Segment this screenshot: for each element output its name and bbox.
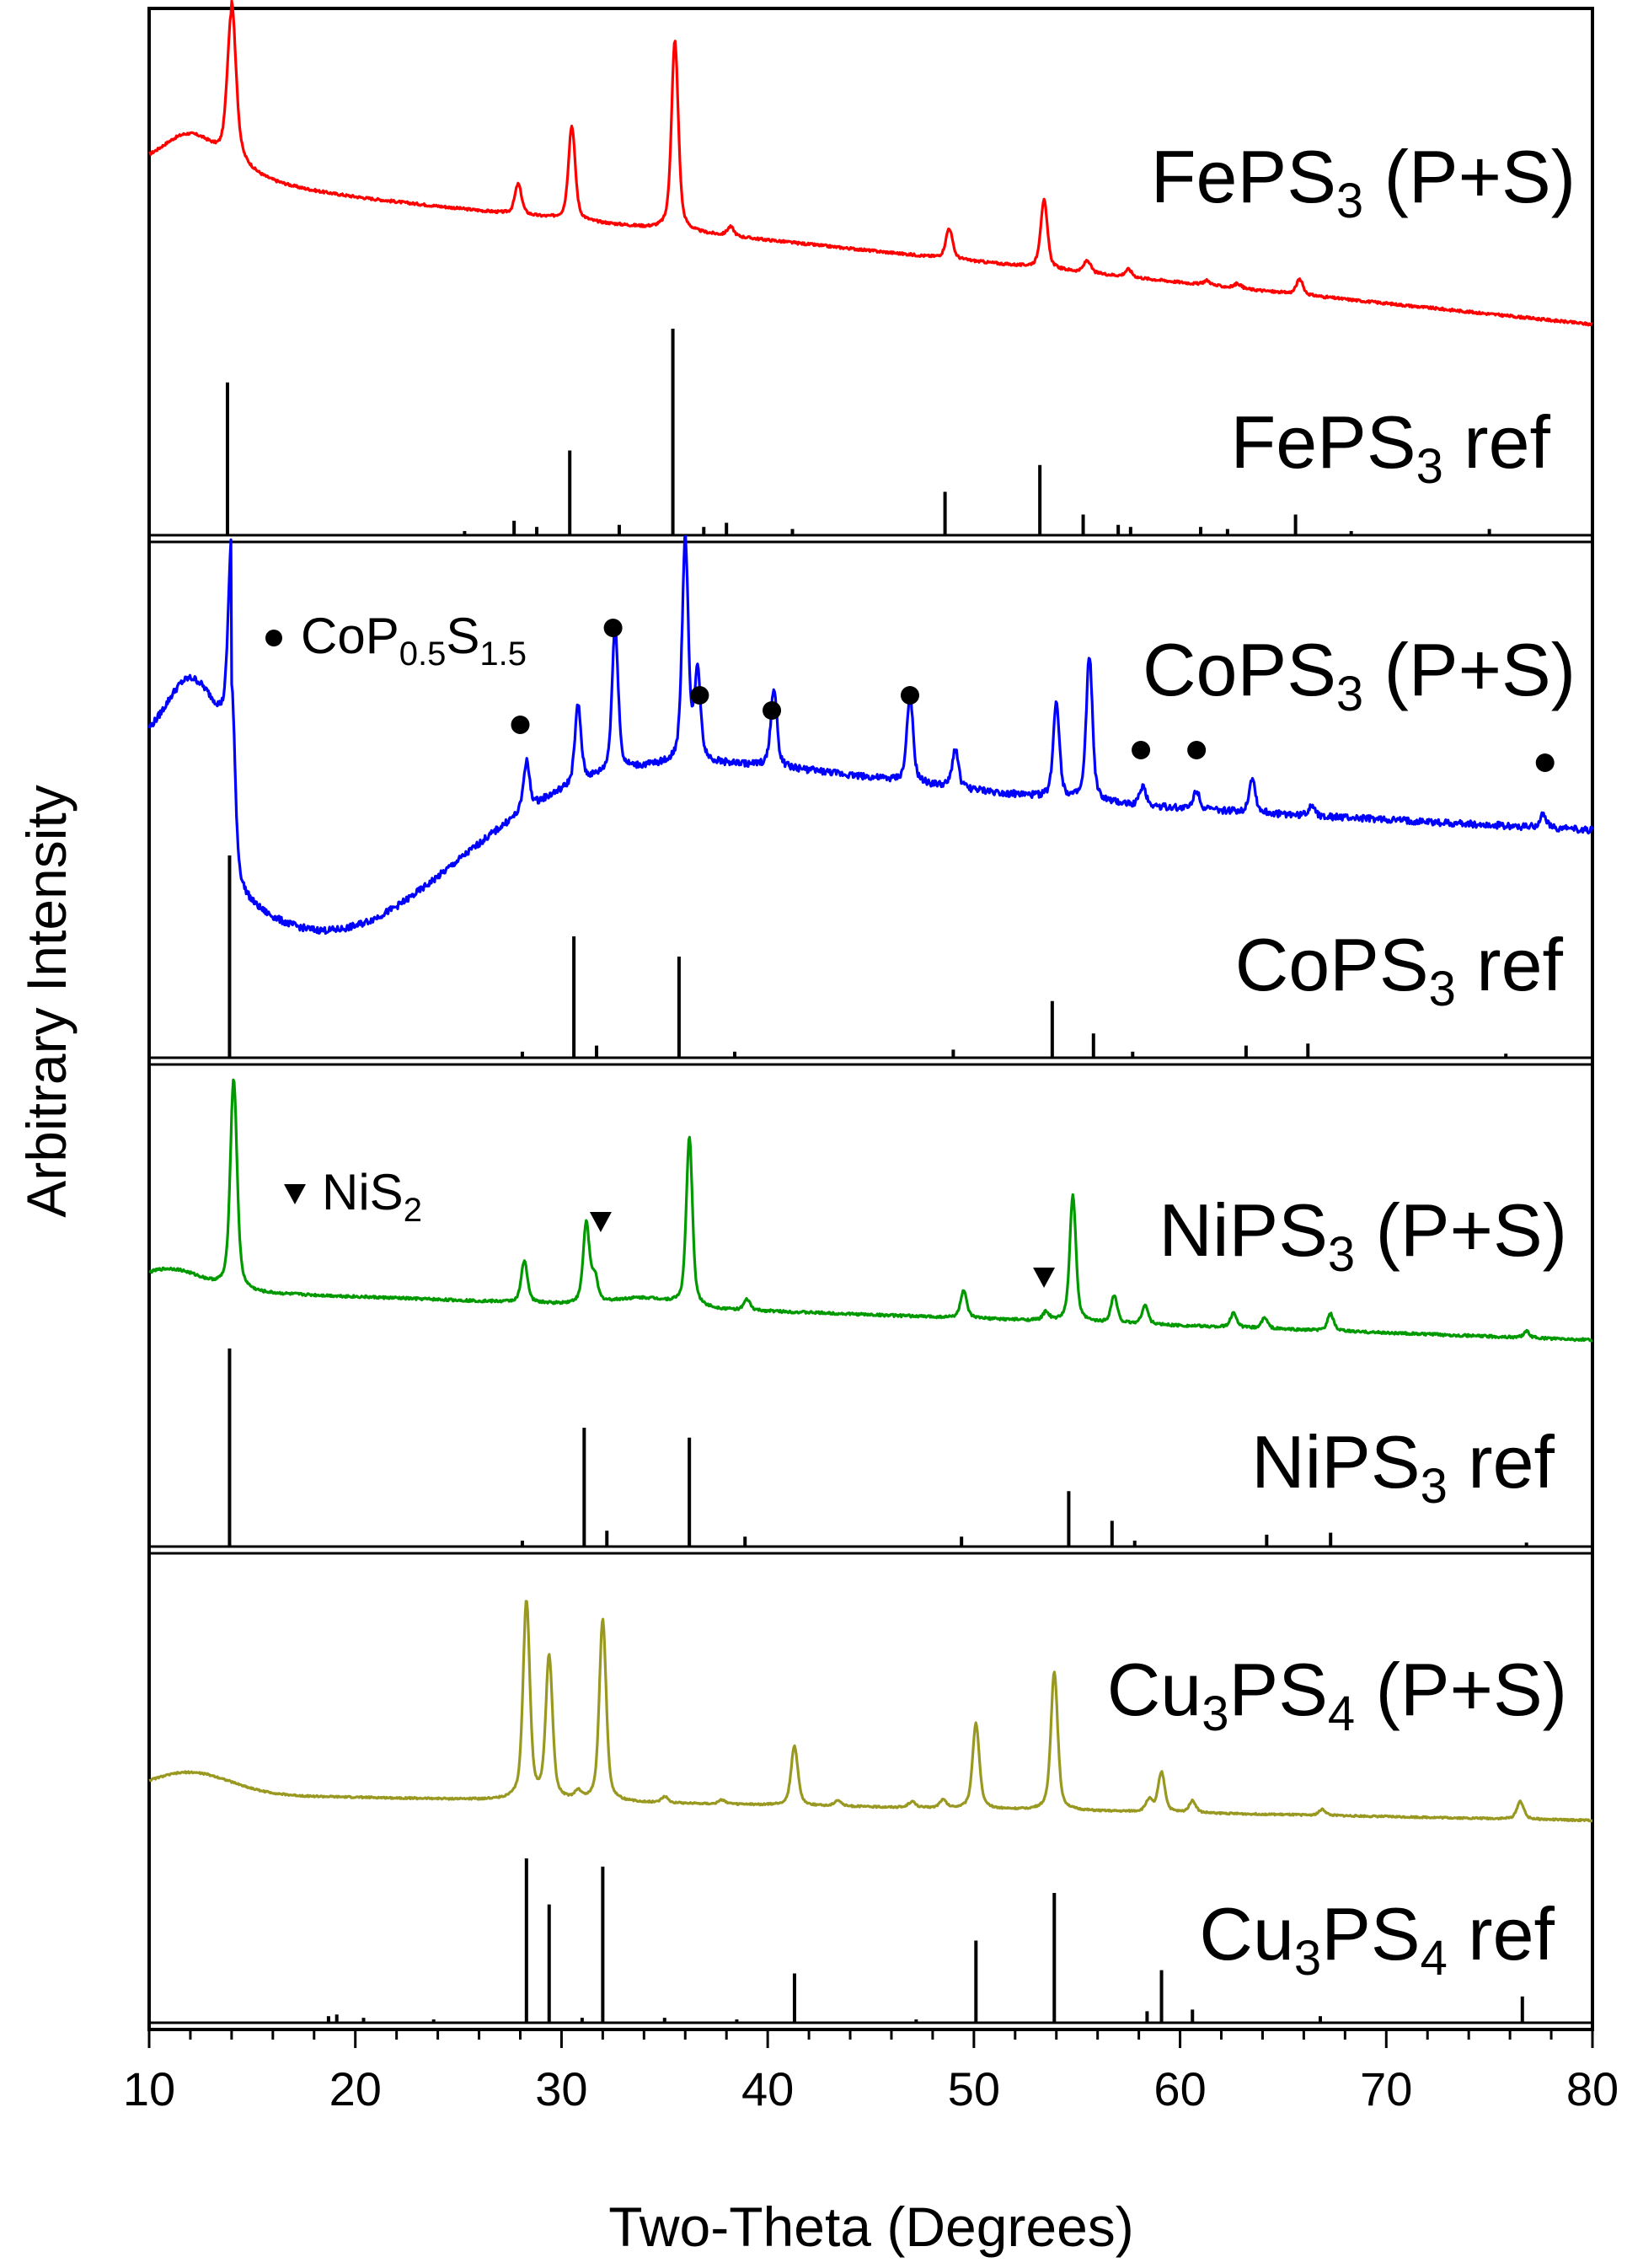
phase-legends: CoP0.5S1.5 NiS2: [265, 608, 527, 1229]
phase-marker-circle: [1535, 753, 1555, 772]
phase-legend-label: NiS2: [322, 1164, 422, 1229]
x-tick-label: 10: [123, 2062, 175, 2115]
x-axis: 10 20 30 40 50 60 70 80: [123, 2029, 1619, 2115]
phase-marker-circle: [690, 686, 709, 705]
series-feps3-ref: [149, 329, 1592, 537]
series-label: FePS3 ref: [1230, 400, 1550, 494]
series-label: CoPS3 (P+S): [1143, 628, 1576, 721]
phase-marker-circle: [603, 619, 623, 637]
x-tick-label: 40: [741, 2062, 794, 2115]
plot-border: [147, 7, 1594, 2031]
phase-marker-circle: [763, 701, 782, 720]
phase-marker-triangle: [589, 1212, 612, 1232]
series-label: FePS3 (P+S): [1151, 135, 1576, 228]
series-label: NiPS3 ref: [1251, 1420, 1555, 1514]
series-layer: [147, 0, 1594, 2024]
plot-frame: [147, 7, 1594, 2031]
phase-marker-circle: [511, 716, 530, 734]
panel-dividers: [149, 540, 1592, 1555]
series-feps3-p-s-: [148, 0, 1593, 327]
series-label: NiPS3 (P+S): [1159, 1188, 1567, 1282]
y-axis-title: Arbitrary Intensity: [15, 785, 78, 1218]
x-tick-label: 70: [1360, 2062, 1412, 2115]
phase-marker-circle: [1132, 741, 1151, 759]
phase-legend-label: CoP0.5S1.5: [301, 608, 527, 673]
phase-marker-circle: [1187, 741, 1207, 759]
legend-triangle-symbol: [284, 1184, 306, 1204]
measured-trace: [148, 0, 1593, 327]
series-labels: FePS3 (P+S) FePS3 ref CoPS3 (P+S) CoPS3 ref…: [1107, 135, 1576, 1986]
measured-trace: [148, 1078, 1593, 1343]
measured-trace: [147, 534, 1594, 936]
phase-marker-circle: [900, 686, 919, 705]
series-label: Cu3PS4 (P+S): [1107, 1648, 1567, 1741]
x-tick-label: 80: [1566, 2062, 1619, 2115]
series-nips3-ref: [149, 1348, 1592, 1548]
series-label: Cu3PS4 ref: [1199, 1892, 1555, 1986]
series-cops3-ref: [149, 855, 1592, 1059]
series-nips3-p-s-: [148, 1078, 1593, 1343]
series-cops3-p-s-: [147, 534, 1594, 936]
x-tick-label: 50: [948, 2062, 1000, 2115]
phase-markers: [511, 619, 1555, 1288]
legend-circle-symbol: [265, 630, 282, 646]
series-label: CoPS3 ref: [1235, 923, 1564, 1016]
phase-marker-triangle: [1033, 1268, 1056, 1288]
series-cu3ps4-ref: [149, 1858, 1592, 2024]
x-tick-label: 60: [1153, 2062, 1206, 2115]
measured-trace: [148, 1600, 1593, 1823]
x-tick-label: 30: [535, 2062, 587, 2115]
series-cu3ps4-p-s-: [148, 1600, 1593, 1823]
x-tick-label: 20: [329, 2062, 382, 2115]
x-axis-title: Two-Theta (Degrees): [608, 2196, 1134, 2258]
